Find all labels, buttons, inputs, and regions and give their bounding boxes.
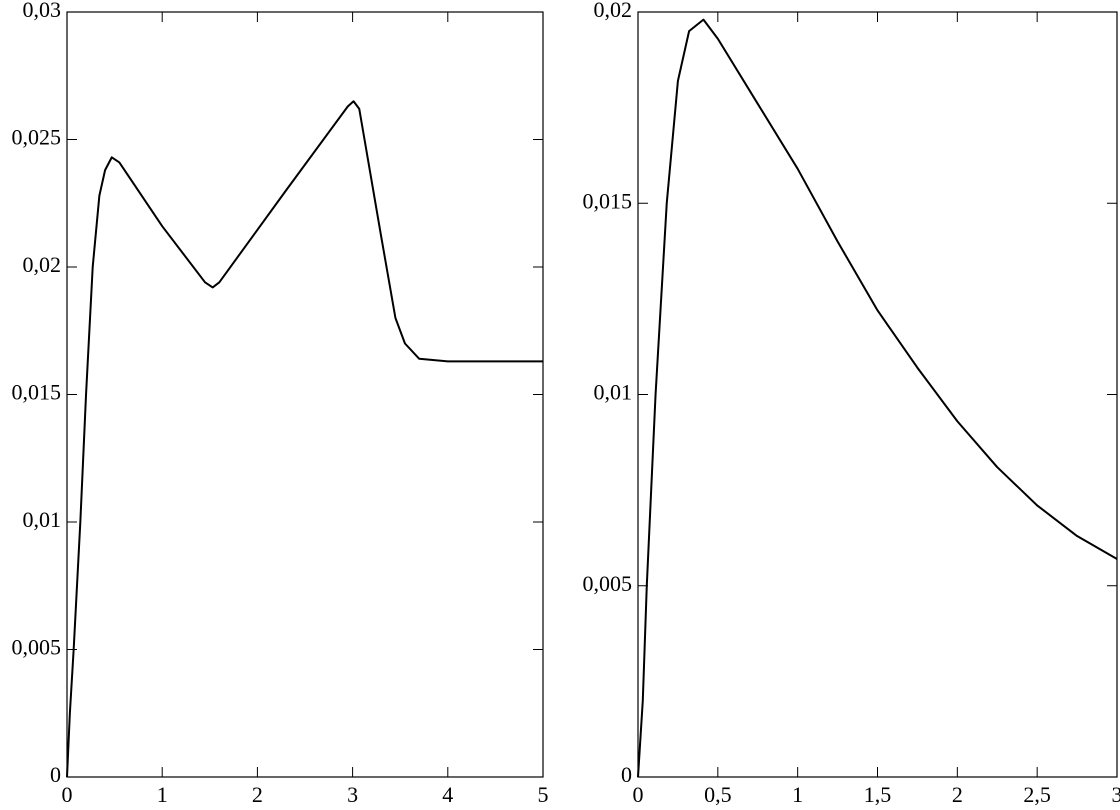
plot-frame [66,11,544,778]
x-tick-label: 1 [157,782,168,807]
data-line [66,100,543,778]
x-tick-label: 2,5 [1023,782,1051,807]
x-tick-label: 0,5 [704,782,732,807]
x-tick-label: 3 [347,782,358,807]
data-line [637,18,1118,778]
x-tick-label: 2 [952,782,963,807]
y-tick-label: 0,015 [583,188,633,213]
y-tick-label: 0,025 [12,125,62,150]
x-tick-label: 2 [252,782,263,807]
y-tick-label: 0 [50,762,61,787]
y-tick-label: 0,015 [12,380,62,405]
x-tick-label: 5 [538,782,549,807]
y-tick-label: 0,005 [12,635,62,660]
x-tick-label: 0 [633,782,644,807]
y-tick-label: 0,02 [23,252,62,277]
y-tick-label: 0,02 [594,0,633,22]
x-tick-label: 4 [442,782,453,807]
y-tick-label: 0,01 [23,507,62,532]
x-tick-label: 1,5 [864,782,892,807]
y-tick-label: 0 [621,762,632,787]
x-tick-label: 1 [792,782,803,807]
x-tick-label: 3 [1112,782,1120,807]
y-tick-label: 0,01 [594,380,633,405]
plot-frame [637,11,1118,778]
y-tick-label: 0,005 [583,571,633,596]
x-tick-label: 0 [62,782,73,807]
y-tick-label: 0,03 [23,0,62,22]
